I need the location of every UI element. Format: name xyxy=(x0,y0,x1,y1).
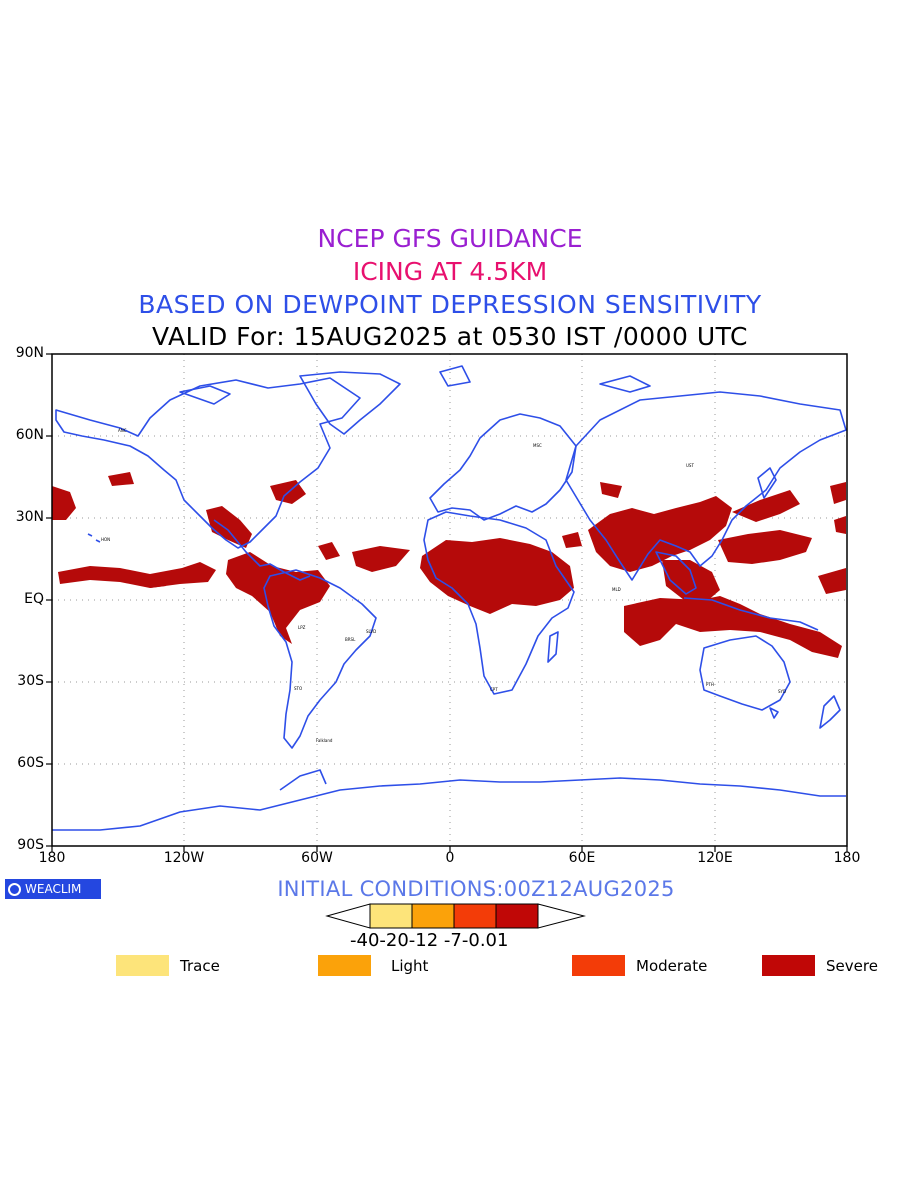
colorbar-bin-severe xyxy=(495,903,539,929)
legend-swatch-trace xyxy=(116,955,169,976)
station-label-sto: STO xyxy=(294,686,302,691)
lon-label-0: 0 xyxy=(445,850,455,866)
station-label-anc: ANC xyxy=(118,428,127,433)
legend-swatch-severe xyxy=(762,955,815,976)
logo-text: WEACLIM xyxy=(25,882,82,896)
colorbar-tick-labels: -40-20-12 -7-0.01 xyxy=(350,930,509,951)
icing-severe-areas xyxy=(52,472,846,658)
lon-label-180w: 180 xyxy=(38,850,66,866)
title-line-1: NCEP GFS GUIDANCE xyxy=(317,224,583,253)
station-label-pth: PTH xyxy=(706,682,714,687)
station-label-ust: UST xyxy=(686,463,694,468)
initial-conditions: INITIAL CONDITIONS:00Z12AUG2025 xyxy=(277,877,675,901)
colorbar-bin-trace xyxy=(369,903,413,929)
colorbar-bin-light xyxy=(411,903,455,929)
station-label-hon: HON xyxy=(101,537,110,542)
lat-label-90n: 90N xyxy=(15,345,44,361)
logo-ring-icon xyxy=(8,882,21,896)
lat-label-60n: 60N xyxy=(15,427,44,443)
valid-time-line: VALID For: 15AUG2025 at 0530 IST /0000 U… xyxy=(152,322,748,351)
station-label-cpt: CPT xyxy=(490,687,498,692)
station-label-falkland: Falkland xyxy=(316,738,333,743)
lat-label-30s: 30S xyxy=(17,673,44,689)
legend-label-moderate: Moderate xyxy=(636,957,708,975)
station-label-lpz: LPZ xyxy=(298,625,306,630)
station-label-slvd: SLVD xyxy=(366,629,376,634)
lon-label-60w: 60W xyxy=(301,850,333,866)
lon-label-120e: 120E xyxy=(697,850,733,866)
lat-label-30n: 30N xyxy=(15,509,44,525)
station-labels: ANC MSC UST HON BRSL SLVD CPT PTH SYD MLD Falkland… xyxy=(101,428,786,743)
lat-label-eq: EQ xyxy=(24,591,44,607)
lon-label-60e: 60E xyxy=(568,850,596,866)
legend-label-light: Light xyxy=(391,957,429,975)
colorbar xyxy=(325,903,586,929)
legend-label-trace: Trace xyxy=(180,957,220,975)
title-line-2: ICING AT 4.5KM xyxy=(352,257,548,286)
colorbar-right-arrow xyxy=(537,903,586,929)
colorbar-left-arrow xyxy=(325,903,371,929)
colorbar-bin-moderate xyxy=(453,903,497,929)
station-label-syd: SYD xyxy=(778,689,786,694)
legend-swatch-light xyxy=(318,955,371,976)
title-line-3: BASED ON DEWPOINT DEPRESSION SENSITIVITY xyxy=(138,290,762,319)
lat-label-60s: 60S xyxy=(17,755,44,771)
station-label-msc: MSC xyxy=(533,443,542,448)
station-label-brsl: BRSL xyxy=(345,637,356,642)
lon-label-120w: 120W xyxy=(163,850,205,866)
legend-label-severe: Severe xyxy=(826,957,878,975)
coastlines xyxy=(52,365,847,831)
lon-label-180e: 180 xyxy=(833,850,861,866)
legend-swatch-moderate xyxy=(572,955,625,976)
lat-label-90s: 90S xyxy=(17,837,44,853)
weaclim-logo: WEACLIM xyxy=(5,879,101,899)
station-label-mld: MLD xyxy=(612,587,621,592)
